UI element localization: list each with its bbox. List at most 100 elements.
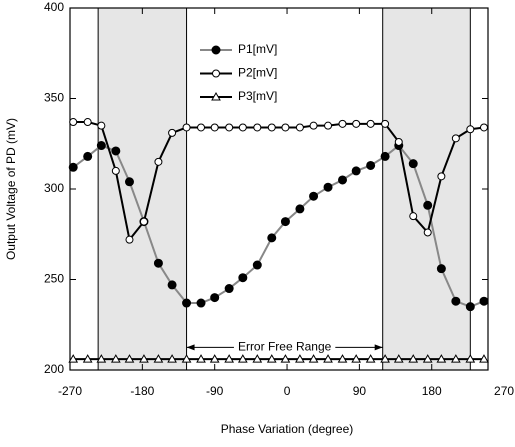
y-tick-label: 300: [44, 181, 64, 195]
marker: [337, 354, 348, 363]
y-tick-label: 400: [44, 0, 64, 14]
arrow-head: [374, 344, 383, 351]
marker: [338, 175, 348, 185]
marker: [139, 354, 149, 363]
marker: [97, 121, 106, 130]
marker: [323, 354, 333, 363]
marker: [309, 191, 319, 201]
marker: [153, 354, 164, 363]
marker: [210, 123, 219, 132]
marker: [351, 166, 361, 176]
marker: [68, 354, 79, 363]
legend-marker: [211, 45, 221, 55]
marker: [238, 273, 248, 283]
marker: [96, 141, 106, 151]
marker: [280, 354, 291, 363]
marker: [196, 298, 206, 308]
arrow-head: [186, 344, 195, 351]
marker: [366, 160, 376, 170]
y-axis-label: Output Voltage of PD (mV): [4, 118, 18, 260]
x-axis-label: Phase Variation (degree): [221, 422, 354, 436]
marker: [154, 157, 163, 166]
marker: [210, 293, 220, 303]
marker: [295, 354, 305, 363]
legend-marker: [212, 69, 220, 78]
marker: [393, 354, 404, 363]
marker: [280, 217, 290, 227]
marker: [295, 123, 304, 132]
marker: [295, 204, 305, 214]
shaded-range: [382, 8, 471, 370]
marker: [394, 137, 403, 146]
marker: [380, 354, 390, 363]
marker: [124, 354, 135, 363]
marker: [196, 354, 206, 363]
marker: [479, 354, 489, 363]
legend-marker: [211, 91, 221, 101]
marker: [252, 354, 263, 363]
marker: [338, 119, 347, 128]
marker: [69, 118, 78, 127]
marker: [267, 233, 277, 243]
marker: [409, 212, 418, 221]
y-tick-label: 350: [44, 91, 64, 105]
marker: [167, 280, 177, 290]
marker: [182, 298, 192, 308]
marker: [324, 121, 333, 130]
marker: [408, 159, 418, 169]
marker: [381, 119, 390, 128]
marker: [168, 128, 177, 137]
marker: [267, 123, 276, 132]
marker: [225, 123, 234, 132]
marker: [365, 354, 376, 363]
marker: [451, 296, 461, 306]
marker: [68, 162, 78, 172]
x-tick-label: 0: [284, 384, 291, 398]
marker: [110, 354, 121, 363]
marker: [237, 354, 248, 363]
marker: [450, 354, 461, 363]
marker: [366, 119, 375, 128]
marker: [466, 125, 475, 134]
marker: [352, 119, 361, 128]
marker: [479, 296, 489, 306]
marker: [252, 260, 262, 270]
marker: [436, 264, 446, 274]
marker: [153, 258, 163, 268]
marker: [224, 354, 235, 363]
marker: [436, 354, 447, 363]
marker: [167, 354, 177, 363]
marker: [125, 235, 134, 244]
marker: [323, 182, 333, 192]
marker: [423, 200, 433, 210]
x-tick-label: 270: [494, 384, 514, 398]
marker: [238, 123, 247, 132]
marker: [111, 146, 121, 156]
marker: [82, 354, 93, 363]
marker: [465, 302, 475, 312]
marker: [479, 123, 488, 132]
marker: [451, 134, 460, 143]
marker: [181, 354, 192, 363]
marker: [266, 354, 277, 363]
marker: [437, 172, 446, 181]
marker: [83, 151, 93, 161]
legend-label: P3[mV]: [238, 89, 277, 103]
x-tick-label: -90: [206, 384, 224, 398]
marker: [465, 354, 476, 363]
y-tick-label: 200: [44, 362, 64, 376]
marker: [309, 121, 318, 130]
marker: [139, 217, 148, 226]
x-tick-label: -180: [130, 384, 154, 398]
marker: [209, 354, 220, 363]
marker: [182, 123, 191, 132]
marker: [351, 354, 362, 363]
x-tick-label: 180: [422, 384, 442, 398]
marker: [408, 354, 419, 363]
marker: [423, 228, 432, 237]
marker: [422, 354, 433, 363]
legend-label: P2[mV]: [238, 66, 277, 80]
marker: [111, 166, 120, 175]
series-line: [72, 144, 485, 308]
